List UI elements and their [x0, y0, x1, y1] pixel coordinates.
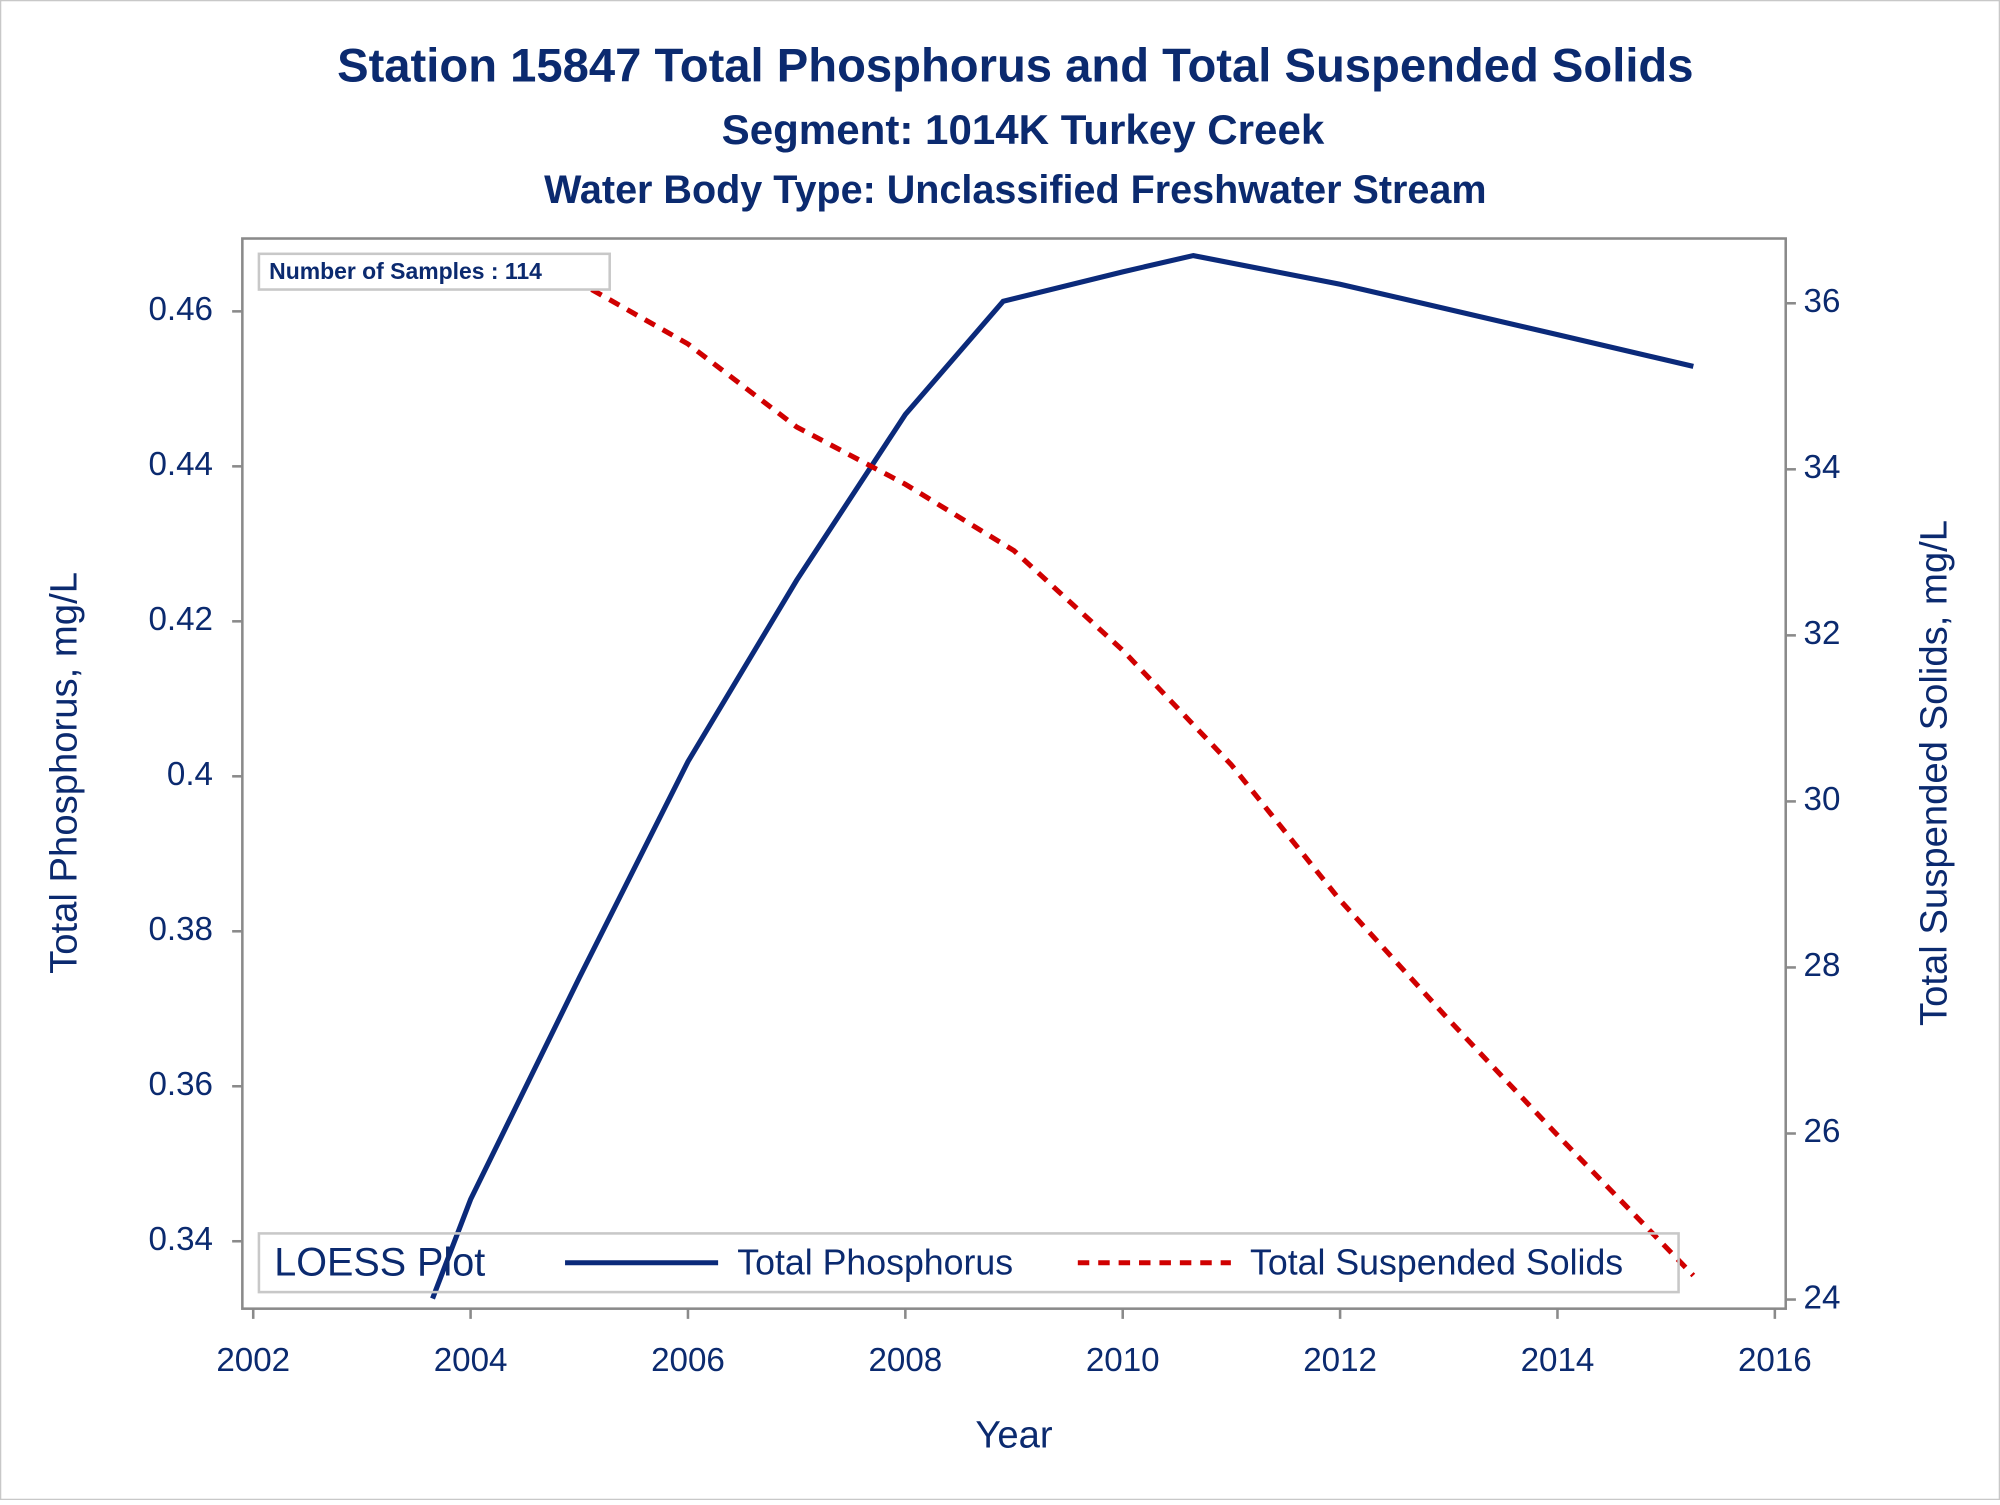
- y2-tick-label: 24: [1804, 1279, 1841, 1316]
- y2-tick-label: 34: [1804, 449, 1841, 486]
- y2-tick-label: 28: [1804, 947, 1841, 984]
- chart-title: Station 15847 Total Phosphorus and Total…: [337, 39, 1693, 92]
- x-tick-label: 2002: [216, 1342, 290, 1379]
- y2-tick-label: 36: [1804, 283, 1841, 320]
- chart-subtitle: Water Body Type: Unclassified Freshwater…: [544, 168, 1486, 212]
- legend: LOESS Plot Total Phosphorus Total Suspend…: [257, 1232, 1680, 1294]
- x-axis-label: Year: [975, 1414, 1053, 1457]
- x-tick-label: 2010: [1086, 1342, 1160, 1379]
- y-axis-label: Total Phosphorus, mg/L: [42, 572, 85, 974]
- x-tick-label: 2014: [1521, 1342, 1595, 1379]
- y-tick-label: 0.46: [148, 291, 213, 328]
- x-tick-label: 2008: [868, 1342, 942, 1379]
- x-tick-label: 2006: [651, 1342, 725, 1379]
- legend-box: [257, 1232, 1680, 1294]
- series-line: [432, 253, 1696, 1278]
- x-tick-label: 2004: [434, 1342, 508, 1379]
- legend-label: Total Phosphorus: [737, 1243, 1013, 1283]
- legend-title: LOESS Plot: [274, 1241, 485, 1285]
- y2-axis-label: Total Suspended Solids, mg/L: [1912, 520, 1955, 1026]
- series-line: [430, 252, 1694, 1300]
- x-tick-label: 2016: [1738, 1342, 1812, 1379]
- y-tick-label: 0.38: [148, 911, 213, 948]
- y-tick-label: 0.42: [148, 601, 213, 638]
- chart-subtitle: Segment: 1014K Turkey Creek: [722, 106, 1325, 153]
- y-tick-label: 0.4: [167, 756, 213, 793]
- y2-tick-label: 30: [1804, 781, 1841, 818]
- plot-frame: [241, 237, 1787, 1310]
- y-tick-label: 0.36: [148, 1066, 213, 1103]
- y2-tick-label: 32: [1804, 615, 1841, 652]
- y-tick-label: 0.34: [148, 1221, 213, 1258]
- y2-tick-label: 26: [1804, 1113, 1841, 1150]
- legend-label: Total Suspended Solids: [1250, 1243, 1623, 1283]
- y-tick-label: 0.44: [148, 446, 213, 483]
- x-tick-label: 2012: [1303, 1342, 1377, 1379]
- annotation: Number of Samples : 114: [269, 258, 542, 284]
- annotation-box: [257, 252, 611, 291]
